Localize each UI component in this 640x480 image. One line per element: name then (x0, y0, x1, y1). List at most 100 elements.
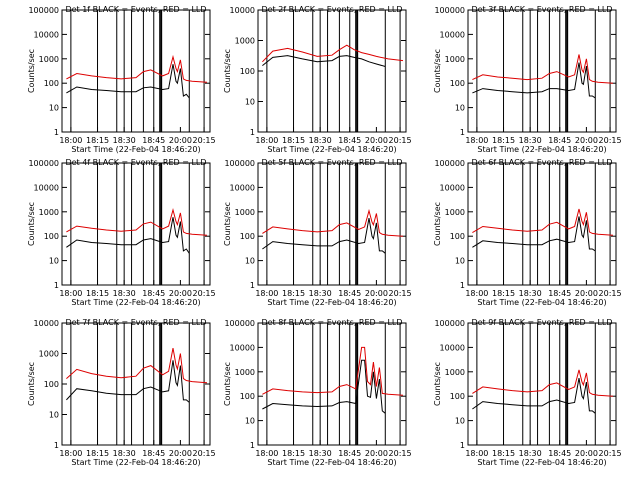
plot-frame (467, 162, 617, 286)
x-tick-label: 18:30 (113, 449, 136, 458)
panel-title: Det 2f BLACK = Events, RED = LLD (261, 5, 402, 14)
series-line-events (472, 216, 596, 252)
plot-frame (257, 162, 407, 286)
y-axis-label: Counts/sec (223, 362, 232, 406)
y-tick-label: 10 (49, 104, 59, 113)
series-line-lld (472, 369, 614, 397)
y-tick-label: 10000 (34, 183, 59, 192)
y-tick-label: 10 (455, 104, 465, 113)
panel-1: Det 1f BLACK = Events, RED = LLD 1 10 100 10… (27, 5, 216, 154)
y-tick-label: 100000 (28, 6, 59, 15)
y-tick-label: 100 (44, 232, 59, 241)
x-tick-label: 18:00 (255, 289, 278, 298)
y-tick-label: 1000 (445, 55, 465, 64)
x-tick-label: 18:15 (492, 449, 515, 458)
x-tick-label: 18:45 (142, 136, 165, 145)
y-tick-label: 10 (245, 257, 255, 266)
panel-8: Det 8f BLACK = Events, RED = LLD 1 10 100 10… (223, 318, 412, 467)
x-tick-label: 18:45 (338, 136, 361, 145)
x-tick-label: 18:30 (309, 136, 332, 145)
y-tick-label: 100 (450, 232, 465, 241)
y-tick-label: 1000 (39, 55, 59, 64)
x-tick-label: 20:00 (365, 289, 388, 298)
y-tick-label: 1 (460, 441, 465, 450)
x-tick-label: 18:00 (59, 289, 82, 298)
series-line-lld (66, 348, 208, 384)
x-tick-label: 20:15 (599, 136, 622, 145)
y-axis-label: Counts/sec (27, 49, 36, 93)
x-tick-label: 20:00 (169, 289, 192, 298)
y-axis-label: Counts/sec (223, 49, 232, 93)
x-tick-label: 20:00 (365, 136, 388, 145)
y-tick-label: 10000 (440, 183, 465, 192)
series-line-events (66, 64, 190, 99)
x-tick-label: 18:45 (548, 449, 571, 458)
x-axis-label: Start Time (22-Feb-04 18:46:20) (267, 458, 396, 467)
y-tick-label: 1 (54, 128, 59, 137)
panel-title: Det 9f BLACK = Events, RED = LLD (471, 318, 612, 327)
series-line-lld (472, 208, 614, 236)
y-tick-label: 1 (54, 281, 59, 290)
x-axis-label: Start Time (22-Feb-04 18:46:20) (71, 458, 200, 467)
series-line-events (262, 218, 386, 254)
x-tick-label: 18:15 (282, 289, 305, 298)
panel-6: Det 6f BLACK = Events, RED = LLD 1 10 100 10… (433, 158, 622, 307)
y-tick-label: 100 (450, 392, 465, 401)
x-tick-label: 18:45 (548, 289, 571, 298)
series-line-events (472, 378, 596, 414)
series-line-events (66, 360, 190, 403)
plot-frame (61, 322, 211, 446)
y-tick-label: 100 (44, 380, 59, 389)
x-tick-label: 20:15 (599, 289, 622, 298)
x-tick-label: 18:30 (519, 136, 542, 145)
plot-frame (467, 322, 617, 446)
y-tick-label: 10000 (230, 183, 255, 192)
y-tick-label: 100000 (434, 159, 465, 168)
x-tick-label: 18:00 (465, 289, 488, 298)
x-tick-label: 18:45 (338, 449, 361, 458)
panel-3: Det 3f BLACK = Events, RED = LLD 1 10 100 10… (433, 5, 622, 154)
y-tick-label: 10 (455, 257, 465, 266)
panel-title: Det 1f BLACK = Events, RED = LLD (65, 5, 206, 14)
x-tick-label: 20:15 (193, 136, 216, 145)
y-tick-label: 1 (54, 441, 59, 450)
x-tick-label: 18:45 (338, 289, 361, 298)
y-tick-label: 1 (460, 128, 465, 137)
x-tick-label: 18:30 (309, 289, 332, 298)
plot-frame (467, 9, 617, 133)
y-tick-label: 1 (250, 128, 255, 137)
y-tick-label: 10000 (34, 30, 59, 39)
series-line-lld (262, 208, 404, 237)
y-tick-label: 1000 (445, 208, 465, 217)
panel-9: Det 9f BLACK = Events, RED = LLD 1 10 100 10… (433, 318, 622, 467)
y-tick-label: 10000 (440, 30, 465, 39)
x-tick-label: 18:45 (548, 136, 571, 145)
x-tick-label: 18:00 (59, 449, 82, 458)
y-tick-label: 10 (49, 411, 59, 420)
x-tick-label: 18:15 (86, 289, 109, 298)
panel-title: Det 3f BLACK = Events, RED = LLD (471, 5, 612, 14)
y-axis-label: Counts/sec (27, 362, 36, 406)
x-tick-label: 18:15 (86, 449, 109, 458)
x-tick-label: 18:30 (113, 136, 136, 145)
panel-title: Det 5f BLACK = Events, RED = LLD (261, 158, 402, 167)
y-axis-label: Counts/sec (27, 202, 36, 246)
x-axis-label: Start Time (22-Feb-04 18:46:20) (477, 145, 606, 154)
y-tick-label: 10 (245, 417, 255, 426)
panel-title: Det 4f BLACK = Events, RED = LLD (65, 158, 206, 167)
y-axis-label: Counts/sec (433, 362, 442, 406)
x-tick-label: 18:15 (492, 289, 515, 298)
y-tick-label: 100 (240, 232, 255, 241)
panel-7: Det 7f BLACK = Events, RED = LLD 1 10 100 10… (27, 318, 216, 467)
x-tick-label: 20:00 (575, 289, 598, 298)
x-tick-label: 18:30 (519, 289, 542, 298)
x-tick-label: 18:45 (142, 289, 165, 298)
y-tick-label: 10 (245, 98, 255, 107)
series-line-events (66, 217, 190, 254)
x-tick-label: 20:00 (169, 449, 192, 458)
plot-frame (61, 162, 211, 286)
panel-2: Det 2f BLACK = Events, RED = LLD 1 10 100 10… (223, 5, 412, 154)
y-tick-label: 1000 (445, 368, 465, 377)
y-tick-label: 100000 (434, 319, 465, 328)
x-axis-label: Start Time (22-Feb-04 18:46:20) (71, 298, 200, 307)
